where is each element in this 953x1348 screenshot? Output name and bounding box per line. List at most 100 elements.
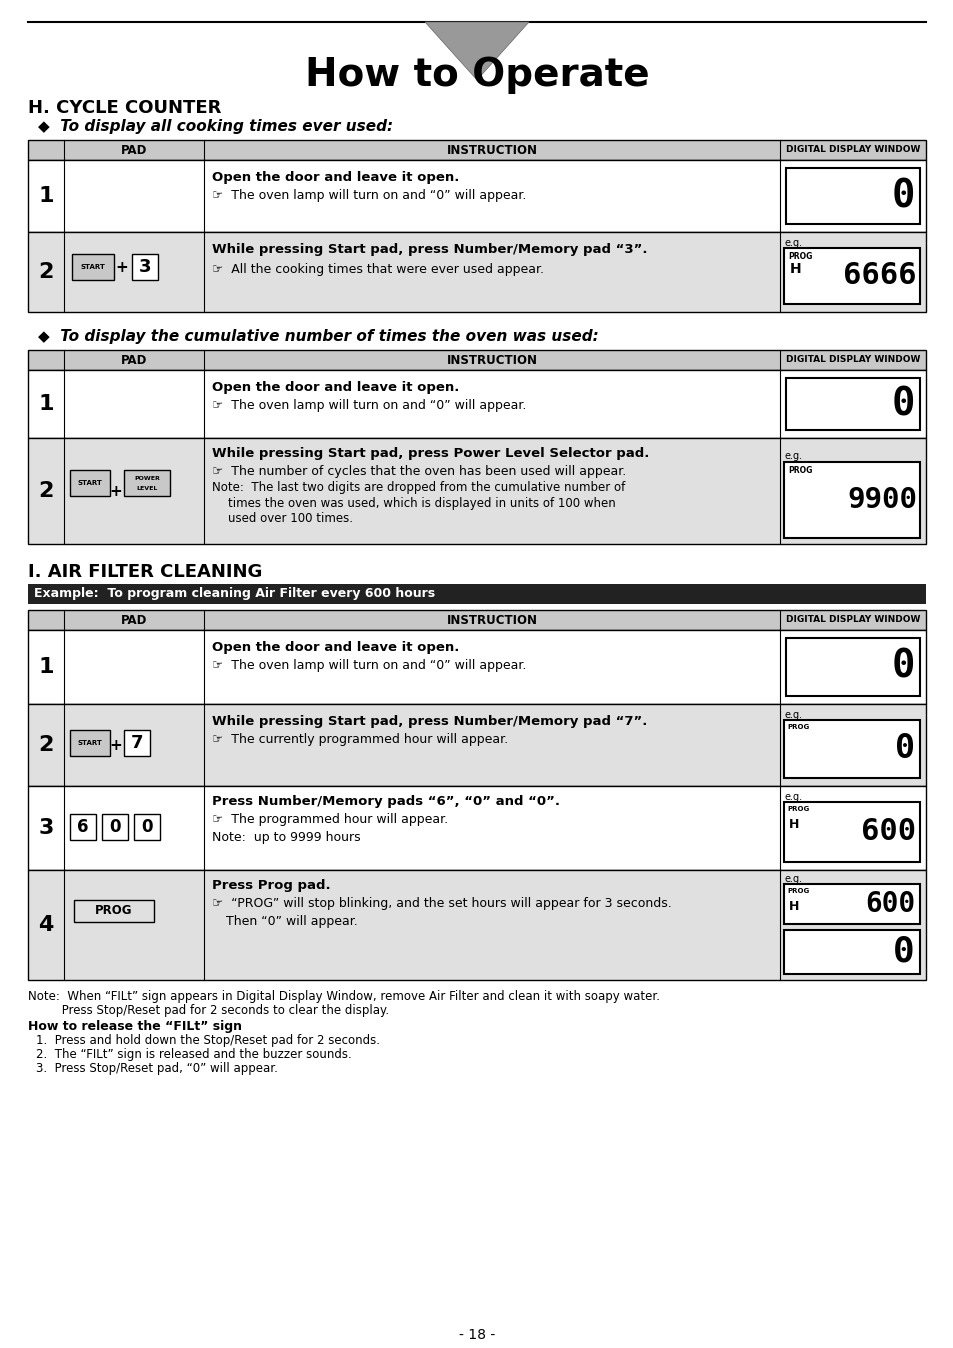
Text: 3: 3 [38,818,53,838]
Polygon shape [424,22,529,80]
Text: - 18 -: - 18 - [458,1328,495,1343]
Bar [28,584,925,604]
Bar [783,930,919,975]
Text: PROG: PROG [786,724,808,731]
Text: +: + [110,737,122,752]
Text: Open the door and leave it open.: Open the door and leave it open. [212,642,459,655]
Text: ☞  All the cooking times that were ever used appear.: ☞ All the cooking times that were ever u… [212,263,543,276]
Text: 3: 3 [138,257,152,276]
Bar [71,253,113,280]
Text: H: H [789,262,801,276]
Text: 600: 600 [860,817,915,847]
Bar [124,731,150,756]
Text: 600: 600 [864,890,915,918]
Text: e.g.: e.g. [784,710,802,720]
Bar [785,638,919,696]
Text: START: START [80,264,106,270]
Text: 0: 0 [891,648,914,686]
Text: Press Prog pad.: Press Prog pad. [212,879,331,892]
Text: +: + [110,484,122,499]
Text: Example:  To program cleaning Air Filter every 600 hours: Example: To program cleaning Air Filter … [34,588,435,600]
Text: H: H [788,818,799,830]
Text: PROG: PROG [787,252,812,262]
Text: 0: 0 [110,818,121,836]
Text: LEVEL: LEVEL [136,485,157,491]
Text: ☞  The number of cycles that the oven has been used will appear.: ☞ The number of cycles that the oven has… [212,465,625,479]
Text: INSTRUCTION: INSTRUCTION [446,613,537,627]
Bar [28,369,925,438]
Text: ☞  The programmed hour will appear.: ☞ The programmed hour will appear. [212,813,448,826]
Bar [132,253,158,280]
Text: Press Stop/Reset pad for 2 seconds to clear the display.: Press Stop/Reset pad for 2 seconds to cl… [28,1004,389,1016]
Text: PAD: PAD [121,613,147,627]
Text: +: + [115,260,129,275]
Text: POWER: POWER [134,476,160,480]
Text: PAD: PAD [121,143,147,156]
Text: H: H [788,900,799,913]
Text: PROG: PROG [786,888,808,894]
Text: 2: 2 [38,481,53,501]
Bar [70,731,110,756]
Bar [783,802,919,861]
Text: DIGITAL DISPLAY WINDOW: DIGITAL DISPLAY WINDOW [785,356,920,364]
Text: 0: 0 [892,936,914,969]
Text: 7: 7 [131,735,143,752]
Bar [783,720,919,778]
Text: 1: 1 [38,394,53,414]
Bar [70,470,110,496]
Text: INSTRUCTION: INSTRUCTION [446,143,537,156]
Bar [74,900,153,922]
Bar [133,814,160,840]
Text: Open the door and leave it open.: Open the door and leave it open. [212,381,459,395]
Text: 6: 6 [77,818,89,836]
Text: ☞  The oven lamp will turn on and “0” will appear.: ☞ The oven lamp will turn on and “0” wil… [212,190,526,202]
Text: 1: 1 [38,186,53,206]
Text: ☞  The oven lamp will turn on and “0” will appear.: ☞ The oven lamp will turn on and “0” wil… [212,659,526,673]
Bar [28,786,925,869]
Text: Press Number/Memory pads “6”, “0” and “0”.: Press Number/Memory pads “6”, “0” and “0… [212,795,559,809]
Text: 6666: 6666 [842,262,916,291]
Text: 0: 0 [891,177,914,214]
Text: PAD: PAD [121,353,147,367]
Text: H. CYCLE COUNTER: H. CYCLE COUNTER [28,98,221,117]
Text: ☞  The oven lamp will turn on and “0” will appear.: ☞ The oven lamp will turn on and “0” wil… [212,399,526,412]
Bar [28,704,925,786]
Bar [783,884,919,923]
Text: 0: 0 [141,818,152,836]
Text: times the oven was used, which is displayed in units of 100 when: times the oven was used, which is displa… [228,496,615,510]
Text: e.g.: e.g. [784,452,802,461]
Bar [124,470,170,496]
Text: Note:  up to 9999 hours: Note: up to 9999 hours [212,830,360,844]
Bar [28,630,925,704]
Text: used over 100 times.: used over 100 times. [228,511,353,524]
Text: INSTRUCTION: INSTRUCTION [446,353,537,367]
Bar [28,350,925,369]
Text: 0: 0 [894,732,914,766]
Text: 2.  The “FILt” sign is released and the buzzer sounds.: 2. The “FILt” sign is released and the b… [36,1047,352,1061]
Text: 9900: 9900 [846,487,916,514]
Text: ☞  “PROG” will stop blinking, and the set hours will appear for 3 seconds.: ☞ “PROG” will stop blinking, and the set… [212,898,671,910]
Text: 2: 2 [38,262,53,282]
Text: 1.  Press and hold down the Stop/Reset pad for 2 seconds.: 1. Press and hold down the Stop/Reset pa… [36,1034,379,1047]
Text: START: START [77,740,102,745]
Bar [783,248,919,305]
Bar [783,462,919,538]
Text: 2: 2 [38,735,53,755]
Text: Note:  The last two digits are dropped from the cumulative number of: Note: The last two digits are dropped fr… [212,481,624,495]
Text: 4: 4 [38,915,53,936]
Bar [28,611,925,630]
Text: While pressing Start pad, press Number/Memory pad “3”.: While pressing Start pad, press Number/M… [212,244,647,256]
Text: Open the door and leave it open.: Open the door and leave it open. [212,171,459,185]
Text: ◆  To display all cooking times ever used:: ◆ To display all cooking times ever used… [38,119,393,133]
Text: DIGITAL DISPLAY WINDOW: DIGITAL DISPLAY WINDOW [785,146,920,155]
Bar [785,377,919,430]
Text: PROG: PROG [95,905,132,918]
Bar [28,232,925,311]
Text: 3.  Press Stop/Reset pad, “0” will appear.: 3. Press Stop/Reset pad, “0” will appear… [36,1062,277,1074]
Text: DIGITAL DISPLAY WINDOW: DIGITAL DISPLAY WINDOW [785,616,920,624]
Text: 0: 0 [891,386,914,423]
Text: PROG: PROG [787,466,812,474]
Bar [28,438,925,545]
Text: While pressing Start pad, press Power Level Selector pad.: While pressing Start pad, press Power Le… [212,448,649,461]
Bar [28,869,925,980]
